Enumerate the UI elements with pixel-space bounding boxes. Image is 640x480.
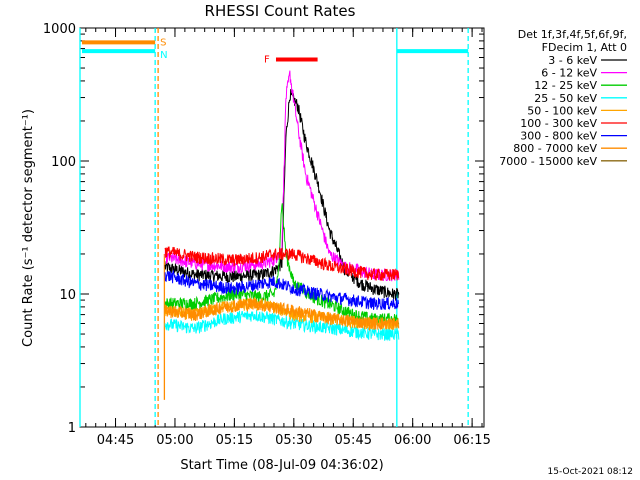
series-line — [164, 203, 400, 326]
chart-title: RHESSI Count Rates — [205, 2, 356, 20]
x-tick-label: 06:00 — [394, 433, 431, 448]
x-axis-label: Start Time (08-Jul-09 04:36:02) — [180, 458, 383, 473]
legend-entry-label: 3 - 6 keV — [548, 54, 597, 67]
x-tick-label: 05:00 — [156, 433, 193, 448]
attenuator-bar-label: F — [264, 54, 270, 65]
legend-entry-label: 7000 - 15000 keV — [499, 155, 597, 168]
reference-lines — [79, 28, 469, 427]
y-axis-label: Count Rate (s⁻¹ detector segment⁻¹) — [21, 109, 36, 347]
series-line — [164, 309, 400, 342]
y-axis: 1 10 100 1000 — [43, 22, 484, 436]
legend-entry-label: 100 - 300 keV — [520, 117, 597, 130]
series-line — [164, 269, 400, 311]
legend-header-line-2: FDecim 1, Att 0 — [542, 41, 627, 54]
legend-entry-label: 12 - 25 keV — [534, 79, 597, 92]
y-tick-label: 1 — [68, 421, 76, 436]
attenuator-bar-label: N — [160, 50, 167, 61]
legend-entry-label: 6 - 12 keV — [541, 67, 597, 80]
x-tick-label: 04:45 — [97, 433, 134, 448]
count-rate-series — [164, 70, 400, 342]
series-line — [164, 89, 400, 301]
legend-entry-label: 300 - 800 keV — [520, 130, 597, 143]
series-line — [164, 246, 400, 281]
legend-entry-label: 800 - 7000 keV — [513, 142, 597, 155]
legend-header-line-1: Det 1f,3f,4f,5f,6f,9f, — [518, 28, 627, 41]
legend: Det 1f,3f,4f,5f,6f,9f, FDecim 1, Att 0 3… — [499, 28, 627, 168]
y-tick-label: 10 — [59, 288, 76, 303]
attenuator-bar-label: S — [160, 37, 166, 48]
y-tick-label: 1000 — [43, 22, 76, 37]
series-line — [164, 298, 400, 331]
x-tick-label: 05:15 — [216, 433, 253, 448]
x-tick-label: 05:30 — [275, 433, 312, 448]
attenuator-state-bars: SN F — [82, 37, 469, 65]
footer-timestamp: 15-Oct-2021 08:12 — [548, 467, 633, 477]
x-axis: 04:45 05:00 05:15 05:30 05:45 06:00 06:15 — [85, 28, 491, 448]
x-tick-label: 05:45 — [335, 433, 372, 448]
legend-entry-label: 50 - 100 keV — [527, 104, 597, 117]
x-tick-label: 06:15 — [453, 433, 490, 448]
y-tick-label: 100 — [51, 155, 76, 170]
legend-entry-label: 25 - 50 keV — [534, 92, 597, 105]
